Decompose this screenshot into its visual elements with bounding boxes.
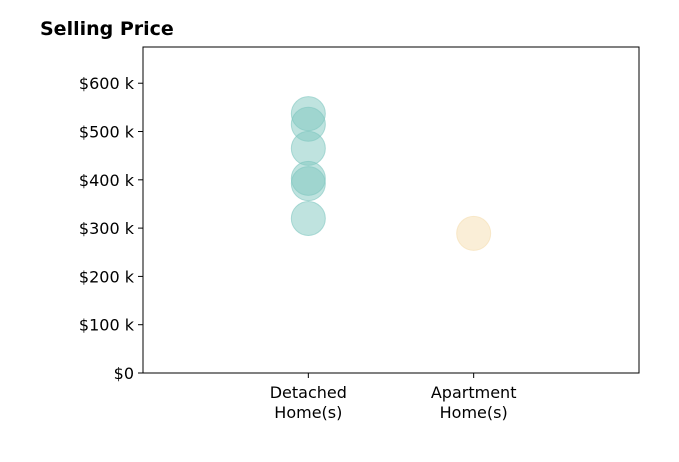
y-tick-label: $300 k [79,219,135,238]
points-layer [290,96,492,251]
plot-area-frame [142,46,640,374]
y-tick-label: $0 [114,364,134,383]
x-tick-label: Home(s) [274,403,342,422]
x-tick-label: Detached [270,383,347,402]
x-tick-label: Home(s) [440,403,508,422]
y-tick-label: $200 k [79,267,135,286]
x-tick-label: Apartment [431,383,517,402]
y-tick-label: $400 k [79,171,135,190]
scatter-point [456,215,492,251]
y-axis: $0 $100 k $200 k $300 k $400 k $500 k $600 k [79,74,143,383]
scatter-point [290,166,326,202]
y-tick-label: $500 k [79,123,135,142]
chart-title: Selling Price [40,18,174,40]
y-tick-label: $100 k [79,316,135,335]
scatter-point [290,130,326,166]
scatter-point [290,200,326,236]
y-tick-label: $600 k [79,74,135,93]
